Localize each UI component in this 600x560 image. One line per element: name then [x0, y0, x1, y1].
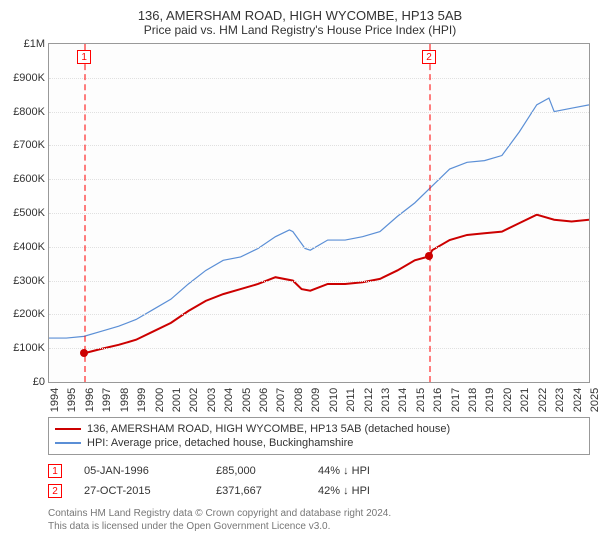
- x-axis-tick: 2018: [467, 388, 479, 412]
- x-axis-tick: 2001: [171, 388, 183, 412]
- x-axis-tick: 2005: [241, 388, 253, 412]
- sale-compare: 42% ↓ HPI: [318, 485, 408, 497]
- x-axis-tick: 1998: [119, 388, 131, 412]
- x-axis-tick: 1996: [84, 388, 96, 412]
- x-axis-tick: 1994: [49, 388, 61, 412]
- y-axis-tick: £400K: [5, 241, 45, 253]
- x-axis-tick: 2022: [537, 388, 549, 412]
- x-axis-tick: 2006: [258, 388, 270, 412]
- x-axis-tick: 2021: [519, 388, 531, 412]
- y-axis-tick: £300K: [5, 275, 45, 287]
- legend-swatch-property: [55, 428, 81, 430]
- gridline: [49, 314, 589, 315]
- x-axis-tick: 2008: [293, 388, 305, 412]
- gridline: [49, 145, 589, 146]
- x-axis-tick: 2024: [572, 388, 584, 412]
- y-axis-tick: £500K: [5, 207, 45, 219]
- sale-price: £371,667: [216, 485, 296, 497]
- chart-subtitle: Price paid vs. HM Land Registry's House …: [0, 23, 600, 43]
- y-axis-tick: £200K: [5, 308, 45, 320]
- sale-marker-box: 2: [422, 50, 436, 64]
- x-axis-tick: 2010: [328, 388, 340, 412]
- x-axis-tick: 2023: [554, 388, 566, 412]
- y-axis-tick: £600K: [5, 173, 45, 185]
- x-axis-tick: 2013: [380, 388, 392, 412]
- x-axis-tick: 2007: [275, 388, 287, 412]
- x-axis-tick: 2009: [310, 388, 322, 412]
- sale-date: 05-JAN-1996: [84, 465, 194, 477]
- sale-price: £85,000: [216, 465, 296, 477]
- sale-date: 27-OCT-2015: [84, 485, 194, 497]
- sale-marker-dot: [425, 252, 433, 260]
- x-axis-tick: 2019: [484, 388, 496, 412]
- x-axis-tick: 1997: [101, 388, 113, 412]
- footer-line-1: Contains HM Land Registry data © Crown c…: [48, 507, 590, 520]
- sale-marker-line: [429, 44, 431, 382]
- footer-line-2: This data is licensed under the Open Gov…: [48, 520, 590, 533]
- gridline: [49, 78, 589, 79]
- gridline: [49, 247, 589, 248]
- x-axis-tick: 2004: [223, 388, 235, 412]
- x-axis-tick: 2014: [397, 388, 409, 412]
- x-axis-tick: 2016: [432, 388, 444, 412]
- x-axis-tick: 2011: [345, 388, 357, 412]
- x-axis-tick: 2017: [450, 388, 462, 412]
- y-axis-tick: £0: [5, 376, 45, 388]
- x-axis-tick: 2015: [415, 388, 427, 412]
- series-line-hpi: [49, 98, 589, 338]
- gridline: [49, 179, 589, 180]
- x-axis-tick: 2012: [363, 388, 375, 412]
- sale-marker-dot: [80, 349, 88, 357]
- x-axis-tick: 2000: [154, 388, 166, 412]
- y-axis-tick: £1M: [5, 38, 45, 50]
- x-axis-tick: 1995: [66, 388, 78, 412]
- y-axis-tick: £100K: [5, 342, 45, 354]
- y-axis-tick: £700K: [5, 139, 45, 151]
- sales-table: 1 05-JAN-1996 £85,000 44% ↓ HPI 2 27-OCT…: [48, 461, 590, 501]
- legend-item-hpi: HPI: Average price, detached house, Buck…: [55, 436, 583, 450]
- x-axis-tick: 2020: [502, 388, 514, 412]
- y-axis-tick: £900K: [5, 72, 45, 84]
- x-axis-tick: 2002: [188, 388, 200, 412]
- gridline: [49, 348, 589, 349]
- sale-compare: 44% ↓ HPI: [318, 465, 408, 477]
- sale-index-box: 1: [48, 464, 62, 478]
- sale-index-box: 2: [48, 484, 62, 498]
- legend-label-hpi: HPI: Average price, detached house, Buck…: [87, 437, 353, 449]
- y-axis-tick: £800K: [5, 106, 45, 118]
- footer-attribution: Contains HM Land Registry data © Crown c…: [48, 507, 590, 533]
- legend-swatch-hpi: [55, 442, 81, 444]
- chart-title: 136, AMERSHAM ROAD, HIGH WYCOMBE, HP13 5…: [0, 0, 600, 23]
- legend-label-property: 136, AMERSHAM ROAD, HIGH WYCOMBE, HP13 5…: [87, 423, 450, 435]
- legend: 136, AMERSHAM ROAD, HIGH WYCOMBE, HP13 5…: [48, 417, 590, 455]
- x-axis-tick: 2025: [589, 388, 600, 412]
- sale-marker-box: 1: [77, 50, 91, 64]
- sale-marker-line: [84, 44, 86, 382]
- legend-item-property: 136, AMERSHAM ROAD, HIGH WYCOMBE, HP13 5…: [55, 422, 583, 436]
- x-axis-tick: 2003: [206, 388, 218, 412]
- gridline: [49, 281, 589, 282]
- chart-plot-area: £0£100K£200K£300K£400K£500K£600K£700K£80…: [48, 43, 590, 383]
- sales-row: 2 27-OCT-2015 £371,667 42% ↓ HPI: [48, 481, 590, 501]
- gridline: [49, 213, 589, 214]
- gridline: [49, 112, 589, 113]
- x-axis-tick: 1999: [136, 388, 148, 412]
- sales-row: 1 05-JAN-1996 £85,000 44% ↓ HPI: [48, 461, 590, 481]
- series-line-property: [84, 215, 589, 354]
